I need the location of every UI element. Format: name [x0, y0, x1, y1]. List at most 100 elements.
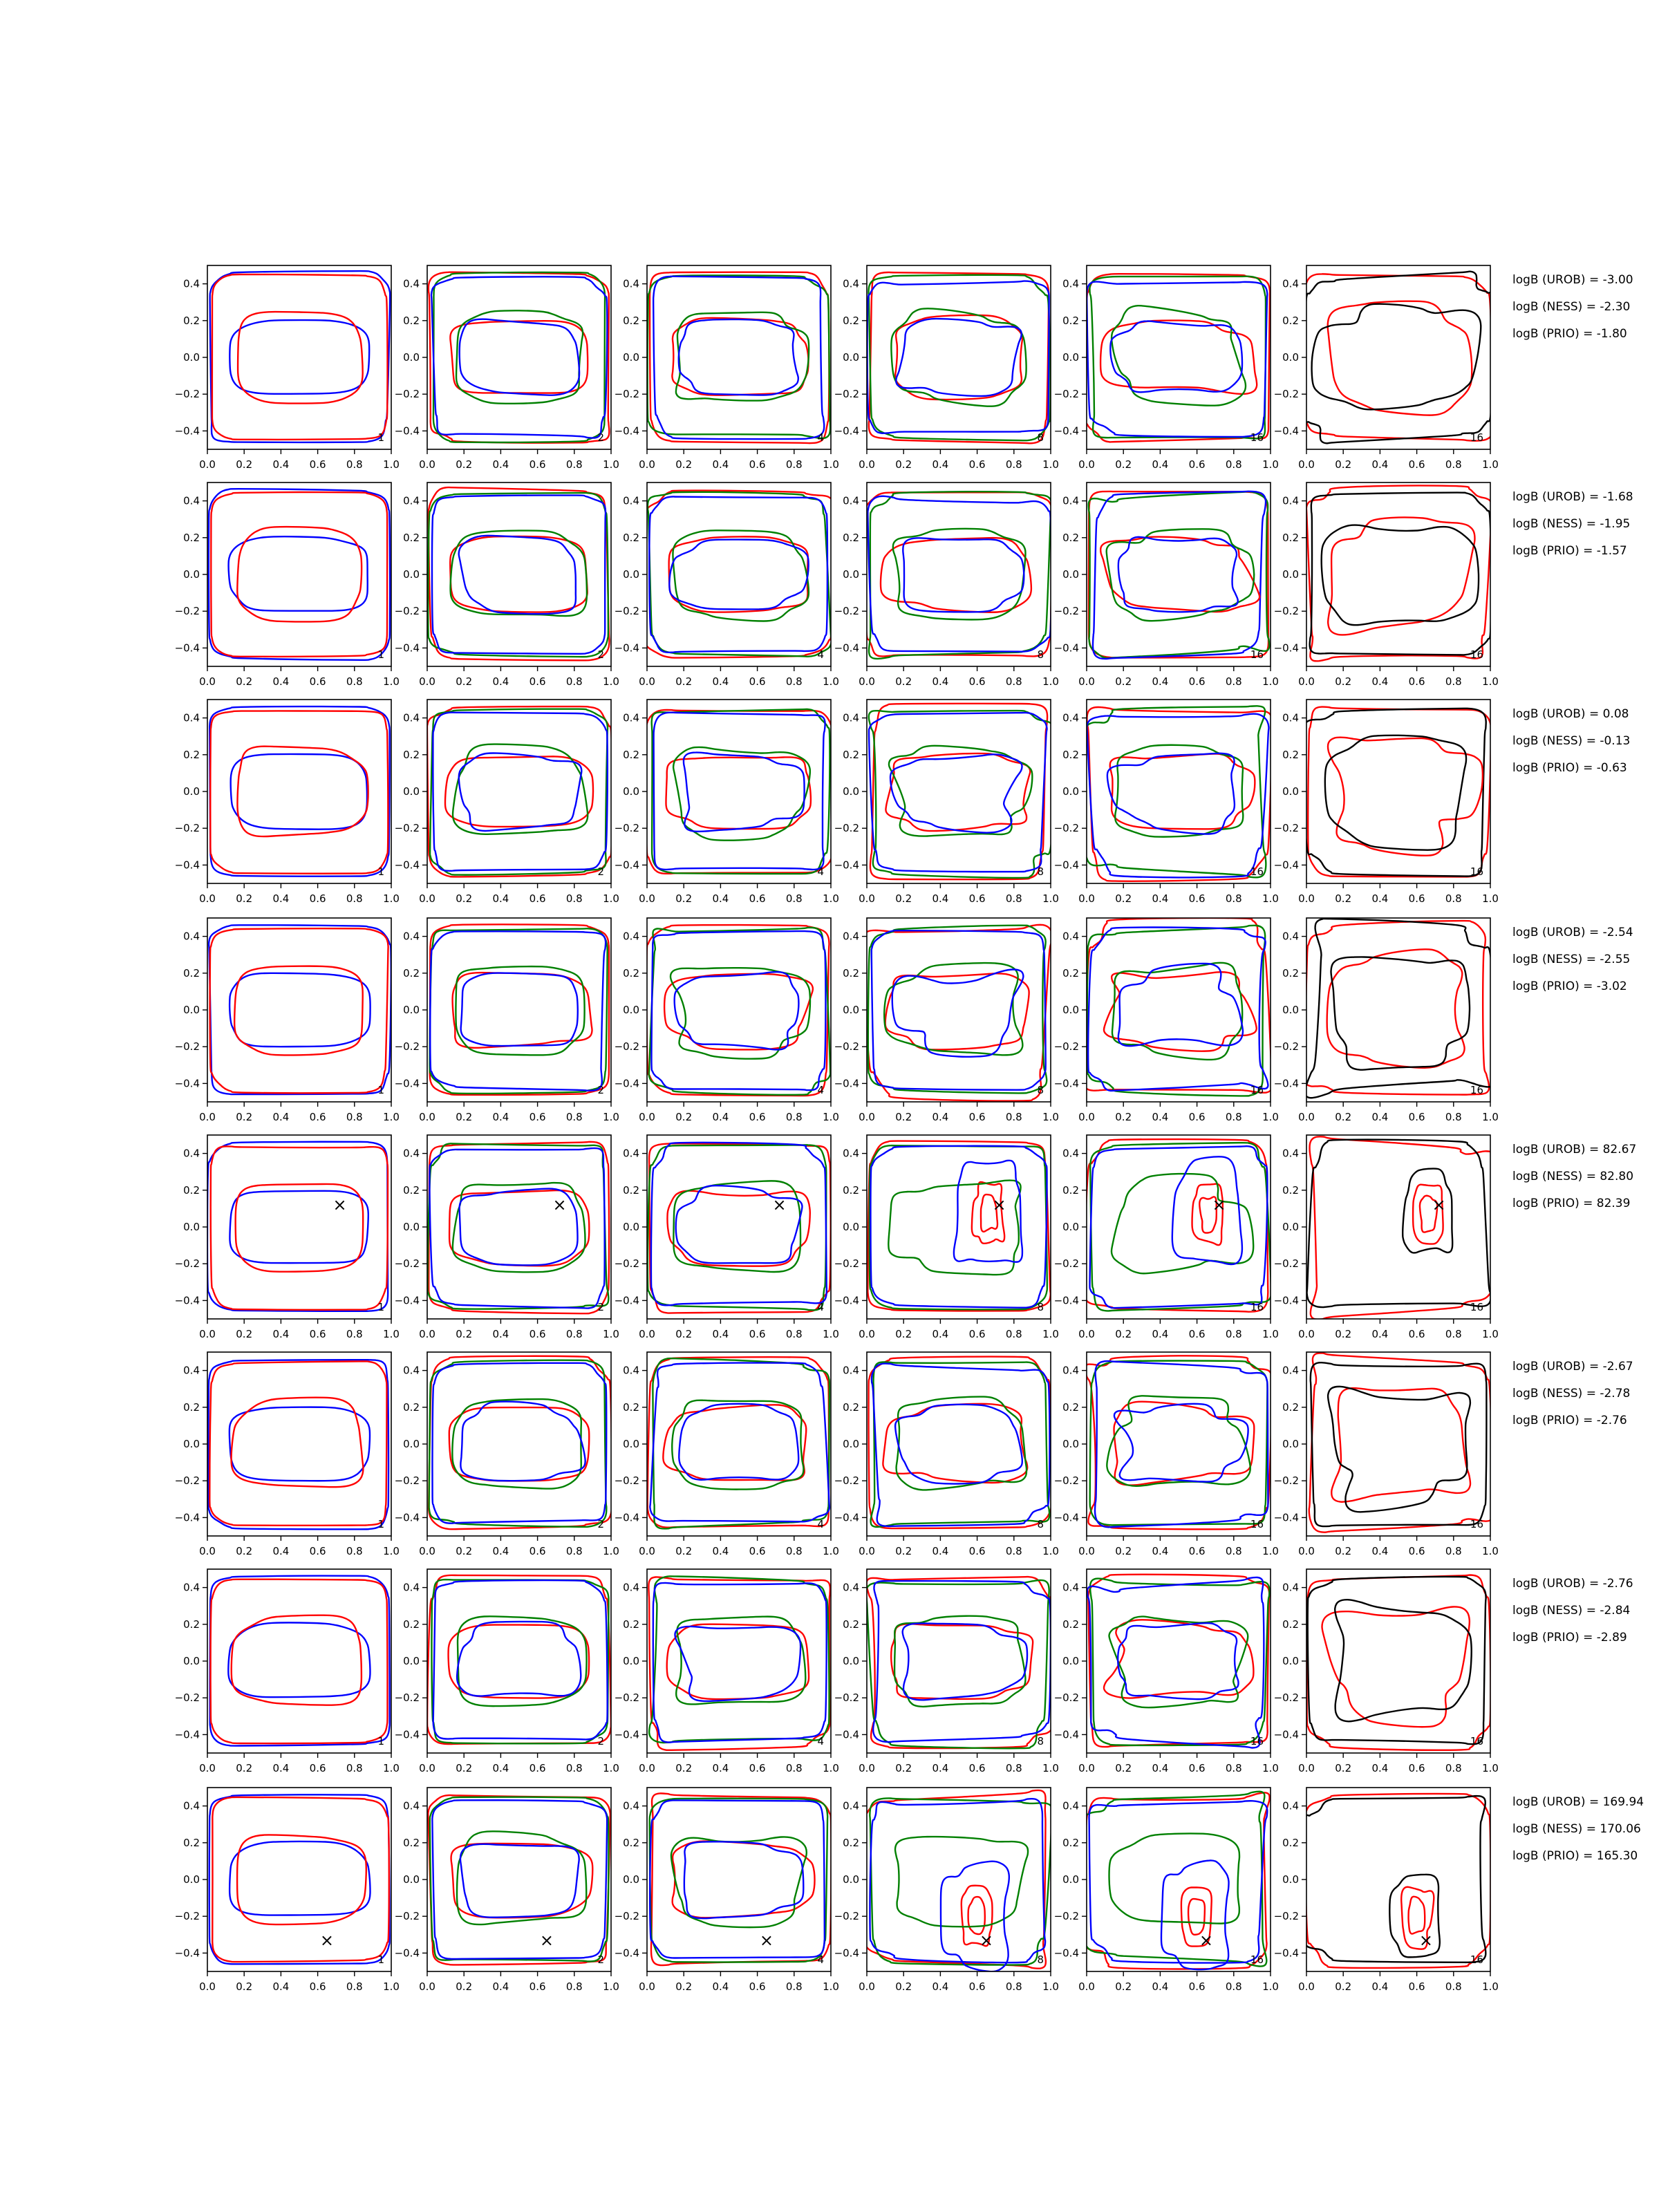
blue-inner-contour	[227, 536, 368, 612]
panel-label: 16	[1470, 1301, 1483, 1313]
y-tick-label: −0.4	[1054, 859, 1079, 871]
y-tick-label: −0.2	[1274, 605, 1299, 617]
contour-group	[427, 1141, 610, 1315]
y-tick-label: −0.2	[1054, 605, 1079, 617]
green-inner-contour	[1110, 304, 1247, 406]
contour-group	[207, 1141, 389, 1313]
blue-inner-contour	[458, 1188, 579, 1266]
x-tick-label: 0.6	[749, 675, 766, 688]
contour-group	[867, 924, 1051, 1102]
panel-r5-c5: 0.0 0.2 0.4 0.6 0.8 1.0 0.4 0.2 0.0 −0.2 −0.4 16 ×	[1054, 1134, 1279, 1340]
blue-outer-contour	[867, 495, 1051, 653]
y-tick-label: −0.2	[834, 1257, 859, 1270]
x-tick-label: 0.6	[749, 1545, 766, 1557]
panel-r6-c4: 0.0 0.2 0.4 0.6 0.8 1.0 0.4 0.2 0.0 −0.2 −0.4 8	[834, 1351, 1059, 1557]
contour-group	[1087, 1573, 1271, 1749]
y-tick-label: 0.2	[183, 749, 200, 761]
y-tick-label: 0.4	[1062, 1365, 1079, 1377]
y-tick-label: 0.0	[403, 1221, 420, 1233]
x-tick-label: 0.6	[529, 675, 546, 688]
red-inner-contour	[1180, 1886, 1212, 1947]
y-tick-label: 0.0	[623, 785, 639, 798]
y-tick-label: 0.2	[623, 1837, 639, 1849]
contour-group	[429, 924, 610, 1096]
green-inner-contour	[1106, 1395, 1252, 1488]
x-tick-label: 1.0	[1262, 1762, 1279, 1774]
contour-group	[1087, 705, 1271, 882]
logb-prio-text: logB (PRIO) = -1.57	[1512, 544, 1627, 558]
x-tick-label: 1.0	[1482, 1980, 1499, 1993]
y-tick-label: 0.0	[843, 1221, 859, 1233]
red-inner-contour	[1331, 1387, 1472, 1503]
panel-r5-c4: 0.0 0.2 0.4 0.6 0.8 1.0 0.4 0.2 0.0 −0.2 −0.4 8 ×	[834, 1134, 1059, 1340]
x-tick-label: 0.2	[1115, 1545, 1132, 1557]
x-tick-label: 0.8	[1006, 1111, 1022, 1123]
green-outer-contour	[427, 1143, 610, 1310]
x-tick-label: 0.2	[675, 1980, 692, 1993]
axes-frame	[866, 265, 1051, 450]
red-inner-contour	[449, 319, 589, 394]
y-tick-label: 0.4	[623, 1582, 639, 1594]
panel-label: 2	[597, 1084, 604, 1096]
x-tick-label: 0.2	[1335, 458, 1351, 471]
black-inner-contour	[1389, 1873, 1441, 1958]
x-tick-label: 0.4	[712, 675, 729, 688]
x-tick-label: 0.2	[236, 1328, 252, 1340]
panel-label: 2	[597, 431, 604, 444]
x-tick-label: 0.4	[712, 1328, 729, 1340]
y-tick-label: 0.2	[1282, 532, 1299, 544]
y-tick-label: 0.0	[843, 1004, 859, 1016]
contour-group	[207, 924, 391, 1096]
panel-r6-c3: 0.0 0.2 0.4 0.6 0.8 1.0 0.4 0.2 0.0 −0.2 −0.4 4	[615, 1351, 839, 1557]
x-tick-label: 0.6	[749, 1980, 766, 1993]
y-tick-label: 0.4	[623, 1800, 639, 1812]
y-tick-label: 0.2	[623, 967, 639, 980]
panel-label: 8	[1037, 1518, 1044, 1530]
x-tick-label: 0.0	[419, 675, 435, 688]
y-tick-label: 0.4	[403, 1365, 420, 1377]
x-tick-label: 0.2	[236, 892, 252, 905]
blue-inner-contour	[1117, 536, 1239, 613]
red-outer-contour	[210, 491, 388, 658]
y-tick-label: 0.0	[623, 351, 639, 364]
red-inner-contour	[1326, 948, 1465, 1069]
y-tick-label: −0.4	[834, 1728, 859, 1741]
x-tick-label: 1.0	[1482, 458, 1499, 471]
panel-r5-c6: 0.0 0.2 0.4 0.6 0.8 1.0 0.4 0.2 0.0 −0.2 −0.4 16 ×	[1274, 1134, 1499, 1340]
x-tick-label: 0.6	[1189, 1980, 1206, 1993]
y-tick-label: 0.2	[1062, 1184, 1079, 1197]
red-inner-contour	[1109, 753, 1256, 830]
blue-outer-contour	[432, 711, 608, 872]
green-inner-contour	[456, 1615, 588, 1707]
y-tick-label: −0.4	[834, 859, 859, 871]
y-tick-label: 0.2	[623, 1618, 639, 1631]
y-tick-label: 0.4	[403, 495, 420, 507]
contour-group	[1308, 1352, 1490, 1533]
green-outer-contour	[868, 491, 1051, 660]
x-tick-label: 1.0	[823, 458, 839, 471]
y-tick-label: 0.0	[403, 568, 420, 581]
x-tick-label: 0.2	[895, 1545, 912, 1557]
panel-label: 16	[1250, 648, 1264, 661]
panel-label: 4	[817, 865, 824, 878]
blue-outer-contour	[207, 487, 391, 662]
logb-urob-text: logB (UROB) = 0.08	[1512, 707, 1629, 721]
y-tick-label: 0.2	[183, 532, 200, 544]
contour-group	[647, 271, 831, 444]
x-tick-label: 0.8	[1006, 1328, 1022, 1340]
contour-group	[207, 487, 391, 662]
y-tick-label: 0.4	[843, 930, 859, 943]
green-inner-contour	[675, 311, 810, 402]
y-tick-label: 0.4	[1062, 1582, 1079, 1594]
x-tick-label: 0.0	[859, 458, 875, 471]
black-inner-contour	[1333, 1598, 1472, 1723]
blue-outer-contour	[872, 1580, 1051, 1743]
axes-frame	[646, 265, 832, 450]
blue-outer-contour	[870, 1362, 1051, 1528]
green-inner-contour	[1108, 1833, 1241, 1924]
blue-outer-contour	[868, 711, 1048, 873]
x-tick-label: 0.6	[1409, 1980, 1425, 1993]
logb-prio-text: logB (PRIO) = -0.63	[1512, 761, 1627, 775]
y-tick-label: −0.4	[175, 641, 200, 654]
y-tick-label: 0.2	[623, 749, 639, 761]
